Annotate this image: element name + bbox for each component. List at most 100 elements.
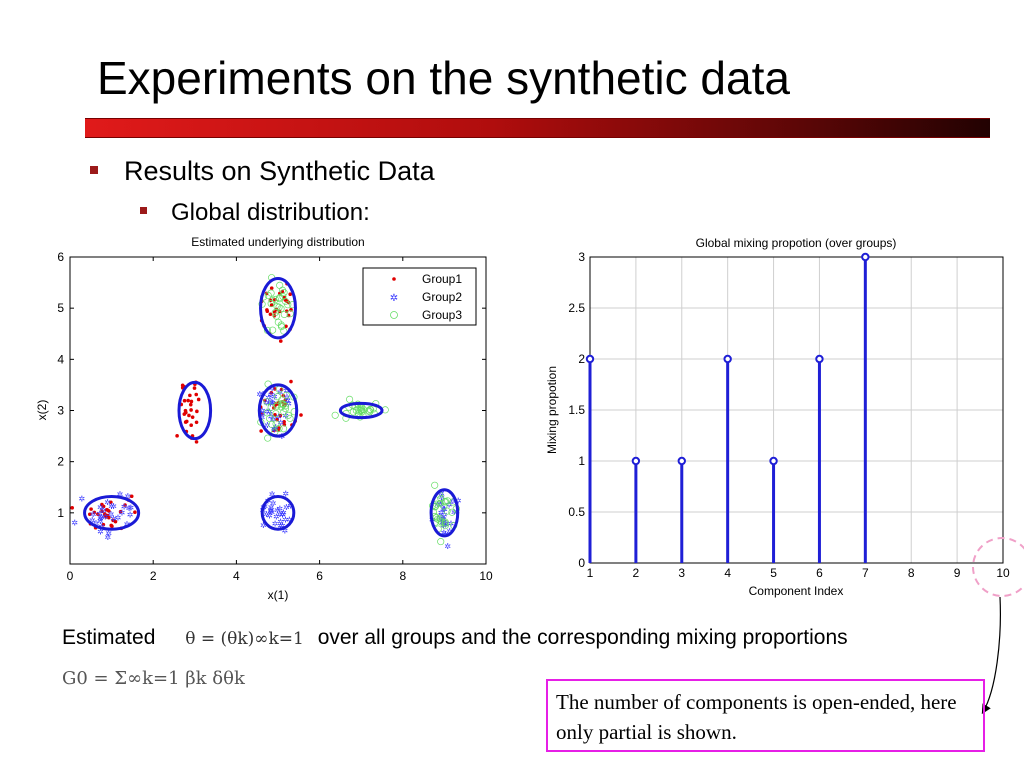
- component-ellipse: [260, 494, 296, 531]
- scatter-point-group3: [366, 408, 374, 416]
- scatter-point-group3: [443, 507, 451, 515]
- scatter-point-group3: [358, 403, 366, 411]
- scatter-point-group1: [265, 309, 270, 314]
- scatter-point-group1: [101, 504, 106, 509]
- scatter-point-group2: ✲: [440, 522, 447, 531]
- scatter-point-group3: [271, 309, 279, 317]
- scatter-point-group3: [284, 301, 292, 309]
- scatter-point-group1: [269, 303, 274, 307]
- scatter-point-group2: ✲: [265, 393, 272, 402]
- scatter-point-group3: [354, 410, 363, 418]
- component-ellipse: [257, 383, 299, 438]
- scatter-point-group2: ✲: [97, 517, 104, 526]
- scatter-point-group3: [441, 522, 449, 530]
- scatter-point-group2: ✲: [275, 413, 282, 422]
- scatter-point-group3: [266, 414, 274, 423]
- scatter-point-group3: [354, 405, 362, 413]
- scatter-point-group2: ✲: [119, 508, 126, 517]
- scatter-point-group3: [370, 409, 378, 417]
- scatter-point-group2: ✲: [439, 515, 446, 524]
- scatter-point-group3: [449, 498, 457, 506]
- scatter-point-group3: [348, 401, 357, 409]
- scatter-point-group2: ✲: [441, 529, 448, 538]
- scatter-point-group3: [263, 409, 271, 417]
- scatter-point-group3: [281, 297, 289, 305]
- scatter-point-group3: [290, 393, 298, 401]
- scatter-point-group2: ✲: [108, 510, 115, 519]
- scatter-point-group3: [263, 398, 271, 406]
- stem-xtick-label: 1: [587, 566, 594, 580]
- scatter-point-group2: ✲: [260, 503, 267, 512]
- scatter-point-group1: [106, 515, 111, 520]
- scatter-point-group2: ✲: [273, 513, 280, 522]
- scatter-point-group2: ✲: [279, 511, 286, 520]
- note-text: The number of components is open-ended, …: [556, 690, 957, 744]
- scatter-point-group1: [277, 309, 282, 314]
- scatter-point-group3: [278, 396, 286, 404]
- scatter-point-group2: ✲: [284, 393, 291, 402]
- scatter-legend: Group1 ✲ Group2 Group3: [362, 267, 477, 326]
- scatter-point-group1: [190, 415, 195, 419]
- scatter-point-group3: [279, 292, 287, 301]
- stem-marker: [769, 456, 778, 466]
- scatter-point-group2: ✲: [102, 513, 109, 522]
- scatter-point-group3: [280, 408, 288, 416]
- scatter-point-group3: [358, 408, 366, 416]
- scatter-point-group1: [259, 318, 264, 323]
- scatter-point-group3: [436, 499, 444, 508]
- scatter-point-group2: ✲: [264, 407, 271, 416]
- scatter-point-group2: ✲: [121, 502, 128, 511]
- scatter-point-group1: [279, 387, 284, 392]
- bullet-level2-text: Global distribution:: [171, 199, 370, 226]
- scatter-point-group2: ✲: [283, 503, 290, 512]
- scatter-point-group2: ✲: [110, 502, 117, 511]
- scatter-point-group1: [282, 295, 287, 300]
- scatter-point-group2: ✲: [438, 516, 445, 525]
- scatter-point-group1: [188, 393, 192, 398]
- stem-ytick-label: 1.5: [568, 403, 585, 417]
- scatter-point-group2: ✲: [280, 508, 287, 517]
- legend-marker-group2: ✲: [390, 293, 398, 304]
- scatter-point-group3: [357, 406, 365, 414]
- scatter-point-group2: ✲: [437, 500, 444, 509]
- scatter-point-group1: [195, 409, 199, 414]
- scatter-point-group3: [441, 519, 449, 527]
- scatter-point-group2: ✲: [441, 510, 448, 519]
- scatter-point-group3: [257, 418, 265, 426]
- scatter-point-group3: [286, 414, 294, 422]
- scatter-point-group2: ✲: [438, 498, 445, 507]
- scatter-point-group1: [109, 500, 113, 505]
- scatter-point-group3: [275, 385, 283, 393]
- scatter-point-group2: ✲: [268, 391, 275, 400]
- scatter-point-group3: [277, 323, 286, 331]
- scatter-point-group1: [93, 525, 98, 530]
- scatter-point-group3: [268, 420, 276, 429]
- scatter-ytick-label: 1: [57, 506, 64, 520]
- scatter-point-group2: ✲: [287, 501, 294, 510]
- scatter-point-group1: [92, 510, 97, 515]
- scatter-point-group2: ✲: [270, 499, 277, 508]
- scatter-point-group3: [277, 403, 285, 411]
- scatter-point-group1: [272, 406, 276, 410]
- scatter-point-group1: [182, 398, 187, 403]
- scatter-point-group3: [281, 402, 289, 410]
- scatter-point-group3: [435, 491, 443, 499]
- scatter-point-group1: [284, 309, 289, 313]
- scatter-point-group1: [259, 429, 263, 433]
- caption-theta-formula: θ = (θk)∞k=1: [185, 629, 304, 649]
- scatter-point-group3: [358, 404, 366, 412]
- scatter-point-group3: [346, 395, 354, 403]
- scatter-point-group3: [258, 300, 266, 308]
- scatter-point-group3: [438, 518, 446, 526]
- scatter-point-group3: [271, 428, 279, 436]
- scatter-point-group2: ✲: [439, 518, 446, 527]
- scatter-point-group2: ✲: [258, 409, 265, 418]
- scatter-point-group2: ✲: [269, 384, 276, 393]
- scatter-point-group2: ✲: [281, 527, 288, 536]
- scatter-point-group1: [187, 413, 191, 418]
- scatter-point-group3: [431, 518, 440, 526]
- scatter-point-group1: [283, 397, 288, 402]
- stem-ytick-label: 3: [578, 250, 585, 264]
- scatter-point-group2: ✲: [97, 503, 104, 512]
